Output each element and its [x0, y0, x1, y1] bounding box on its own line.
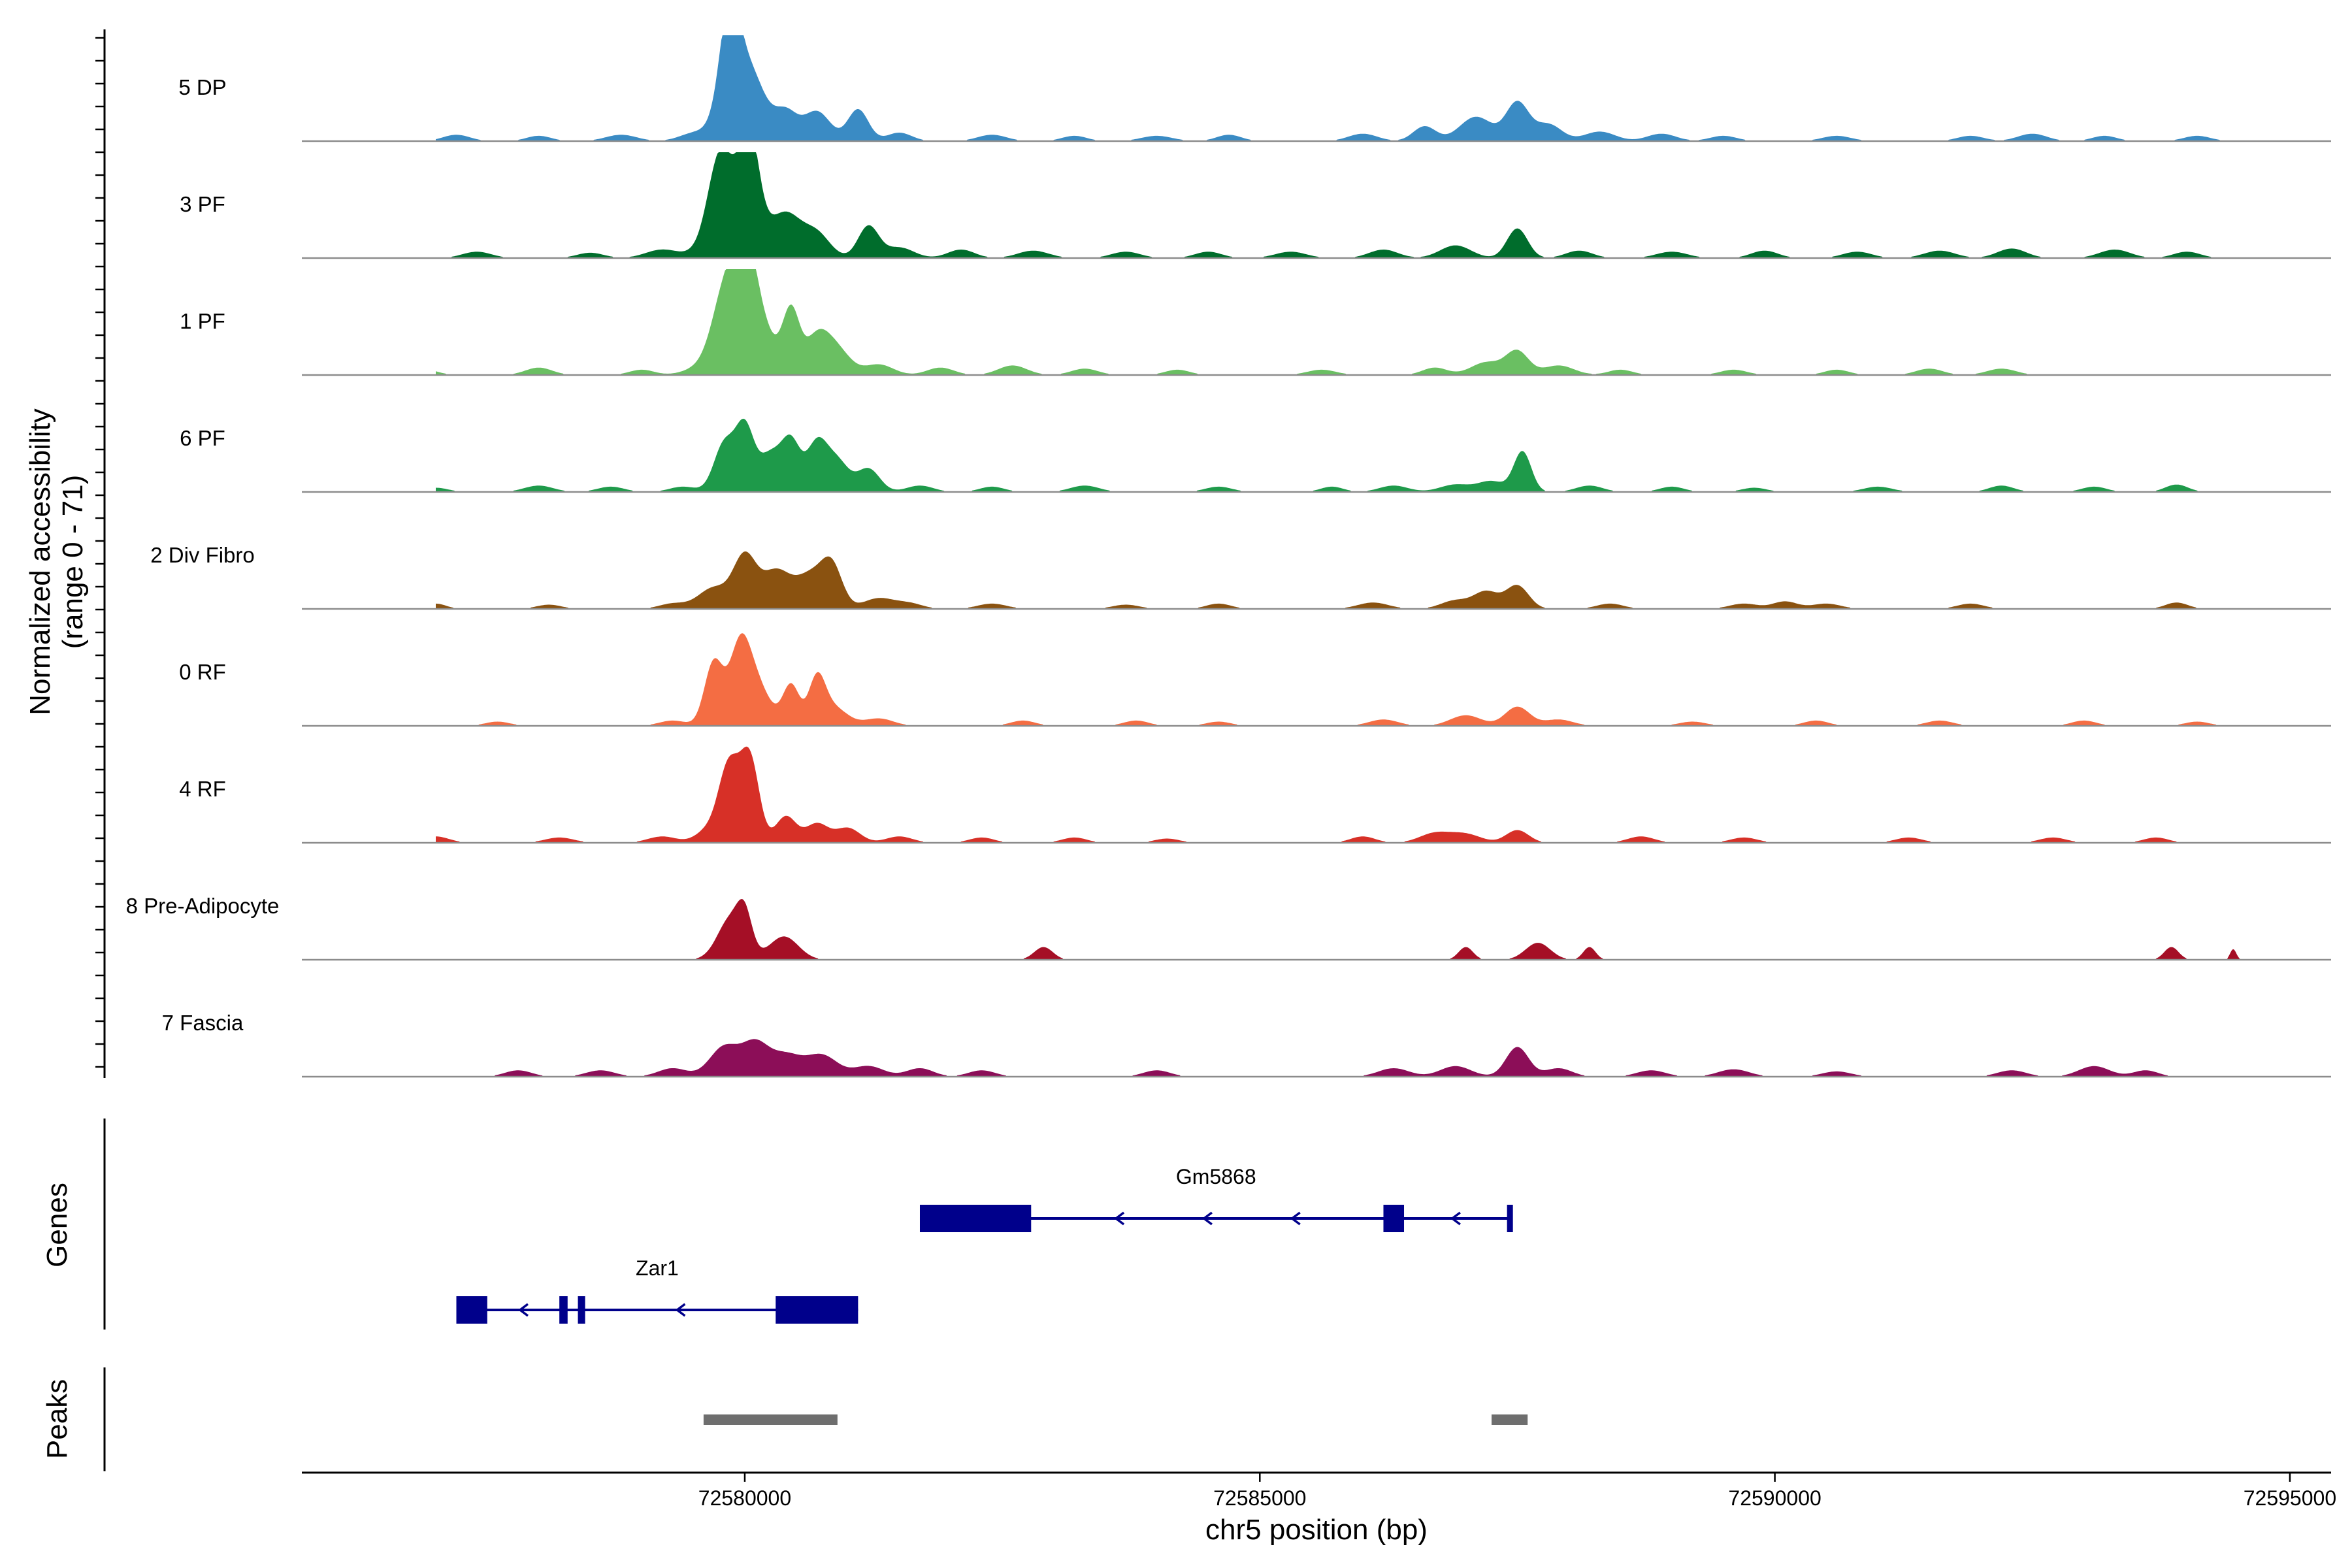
- coverage-tracks: 5 DP 3 PF 1 PF 6 PF 2 Div Fibro 0 RF 4 RF 8 Pre…: [126, 35, 2331, 1078]
- peak-region: [703, 1414, 838, 1425]
- y-axis-ticks: [95, 37, 105, 1068]
- strand-arrow: [1114, 1211, 1125, 1226]
- gene-gm5868: Gm5868: [919, 1165, 1513, 1232]
- strand-arrow: [1290, 1211, 1301, 1226]
- gene-label: Zar1: [636, 1256, 679, 1280]
- y-axis-title: Normalized accessibility: [24, 408, 56, 715]
- x-tick-label: 72595000: [2244, 1486, 2336, 1510]
- track-6-pf: 6 PF: [180, 418, 2331, 493]
- coverage-area: [436, 551, 2259, 609]
- strand-arrow: [1450, 1211, 1461, 1226]
- exon: [776, 1296, 858, 1324]
- track-1-pf: 1 PF: [180, 269, 2331, 376]
- track-label: 8 Pre-Adipocyte: [126, 894, 280, 918]
- track-2-div-fibro: 2 Div Fibro: [150, 543, 2331, 610]
- track-label: 0 RF: [179, 660, 226, 684]
- genes-panel: Genes Gm5868 Zar1: [41, 1119, 1513, 1330]
- peaks-panel: Peaks: [41, 1367, 1528, 1471]
- track-label: 1 PF: [180, 309, 225, 333]
- strand-arrow: [1201, 1211, 1213, 1226]
- x-tick-label: 72585000: [1213, 1486, 1306, 1510]
- x-axis-ticks: 72580000 72585000 72590000 72595000: [698, 1473, 2336, 1510]
- exon: [456, 1296, 487, 1324]
- track-3-pf: 3 PF: [180, 152, 2331, 259]
- y-axis-subtitle: (range 0 - 71): [57, 475, 89, 649]
- track-label: 2 Div Fibro: [150, 543, 255, 567]
- track-4-rf: 4 RF: [179, 746, 2331, 844]
- position-x-axis: 72580000 72585000 72590000 72595000 chr5 po…: [302, 1471, 2336, 1546]
- exon: [559, 1296, 568, 1324]
- strand-arrow: [518, 1303, 529, 1317]
- track-label: 4 RF: [179, 777, 226, 801]
- x-tick-label: 72580000: [698, 1486, 791, 1510]
- exon: [1507, 1205, 1513, 1232]
- exon: [919, 1205, 1032, 1232]
- gene-label: Gm5868: [1176, 1165, 1256, 1188]
- strand-arrow: [675, 1303, 686, 1317]
- peak-region: [1492, 1414, 1528, 1425]
- track-label: 6 PF: [180, 426, 225, 450]
- gene-models: Gm5868 Zar1: [456, 1165, 1513, 1324]
- track-0-rf: 0 RF: [179, 633, 2331, 727]
- track-label: 3 PF: [180, 192, 225, 216]
- track-label: 5 DP: [178, 75, 226, 99]
- track-5-dp: 5 DP: [178, 35, 2331, 142]
- exon: [1383, 1205, 1405, 1232]
- coverage-area: [436, 418, 2259, 492]
- accessibility-y-axis: Normalized accessibility (range 0 - 71): [24, 29, 106, 1078]
- x-tick-label: 72590000: [1728, 1486, 1821, 1510]
- track-7-fascia: 7 Fascia: [162, 1011, 2331, 1078]
- genes-panel-title: Genes: [41, 1183, 73, 1267]
- peak-bars: [703, 1414, 1528, 1425]
- x-axis-title: chr5 position (bp): [1205, 1514, 1428, 1546]
- track-8-pre-adipocyte: 8 Pre-Adipocyte: [126, 894, 2331, 961]
- exon: [578, 1296, 585, 1324]
- peaks-panel-title: Peaks: [41, 1379, 73, 1459]
- track-label: 7 Fascia: [162, 1011, 244, 1035]
- gene-zar1: Zar1: [456, 1256, 858, 1324]
- coverage-area: [436, 1039, 2259, 1077]
